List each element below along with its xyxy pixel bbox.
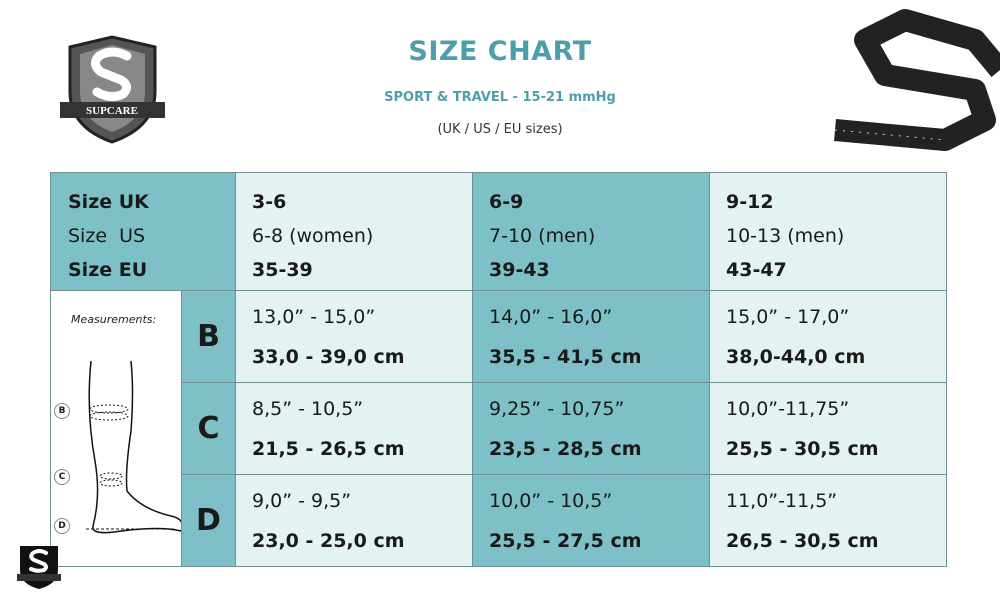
measurement-diagram-cell: Measurements: B C D [50, 290, 182, 567]
diagram-marker: C [54, 469, 70, 485]
size-eu: 35-39 [252, 259, 313, 281]
label-uk: Size UK [68, 191, 149, 213]
size-column-header: 3-6 6-8 (women) 35-39 [235, 172, 473, 291]
size-us: 6-8 (women) [252, 225, 374, 247]
measurement-letter: C [181, 382, 236, 475]
tape-measure-image [834, 9, 1000, 151]
measurements-label: Measurements: [71, 313, 157, 326]
measurement-cm: 21,5 - 26,5 cm [252, 438, 405, 460]
page-title: SIZE CHART [408, 36, 592, 67]
size-eu: 39-43 [489, 259, 550, 281]
measurement-cell: 14,0” - 16,0” 35,5 - 41,5 cm [472, 290, 710, 383]
measurement-inches: 10,0”-11,75” [726, 398, 850, 420]
measurement-inches: 9,25” - 10,75” [489, 398, 625, 420]
size-eu: 43-47 [726, 259, 787, 281]
measurement-cm: 26,5 - 30,5 cm [726, 530, 879, 552]
measurement-cell: 10,0”-11,75” 25,5 - 30,5 cm [709, 382, 947, 475]
measurement-cell: 11,0”-11,5” 26,5 - 30,5 cm [709, 474, 947, 567]
measurement-cell: 15,0” - 17,0” 38,0-44,0 cm [709, 290, 947, 383]
measurement-inches: 11,0”-11,5” [726, 490, 838, 512]
size-us: 10-13 (men) [726, 225, 845, 247]
size-label-cell: Size UK Size US Size EU [50, 172, 236, 291]
measurement-letter: D [181, 474, 236, 567]
size-us: 7-10 (men) [489, 225, 596, 247]
measurement-cm: 35,5 - 41,5 cm [489, 346, 642, 368]
label-eu: Size EU [68, 259, 148, 281]
size-uk: 3-6 [252, 191, 287, 213]
leg-diagram-icon [86, 360, 181, 534]
measurement-inches: 8,5” - 10,5” [252, 398, 364, 420]
size-note: (UK / US / EU sizes) [437, 122, 563, 137]
measurement-inches: 14,0” - 16,0” [489, 306, 613, 328]
measurement-cm: 33,0 - 39,0 cm [252, 346, 405, 368]
measurement-inches: 10,0” - 10,5” [489, 490, 613, 512]
measurement-cell: 9,25” - 10,75” 23,5 - 28,5 cm [472, 382, 710, 475]
measurement-inches: 9,0” - 9,5” [252, 490, 352, 512]
measurement-cm: 23,5 - 28,5 cm [489, 438, 642, 460]
measurement-letter: B [181, 290, 236, 383]
product-subtitle: SPORT & TRAVEL - 15-21 mmHg [384, 90, 616, 105]
supcare-logo: SUPCARE [60, 35, 165, 144]
measurement-cm: 38,0-44,0 cm [726, 346, 866, 368]
size-uk: 9-12 [726, 191, 774, 213]
measurement-cm: 25,5 - 27,5 cm [489, 530, 642, 552]
measurement-cell: 13,0” - 15,0” 33,0 - 39,0 cm [235, 290, 473, 383]
diagram-marker: D [54, 518, 70, 534]
size-column-header: 9-12 10-13 (men) 43-47 [709, 172, 947, 291]
measurement-cm: 23,0 - 25,0 cm [252, 530, 405, 552]
measurement-cell: 10,0” - 10,5” 25,5 - 27,5 cm [472, 474, 710, 567]
measurement-inches: 13,0” - 15,0” [252, 306, 376, 328]
svg-text:SUPCARE: SUPCARE [86, 105, 138, 117]
measurement-cm: 25,5 - 30,5 cm [726, 438, 879, 460]
supcare-small-logo [17, 546, 61, 589]
label-us: Size US [68, 225, 146, 247]
size-uk: 6-9 [489, 191, 524, 213]
measurement-inches: 15,0” - 17,0” [726, 306, 850, 328]
diagram-marker: B [54, 403, 70, 419]
measurement-cell: 9,0” - 9,5” 23,0 - 25,0 cm [235, 474, 473, 567]
size-column-header: 6-9 7-10 (men) 39-43 [472, 172, 710, 291]
measurement-cell: 8,5” - 10,5” 21,5 - 26,5 cm [235, 382, 473, 475]
